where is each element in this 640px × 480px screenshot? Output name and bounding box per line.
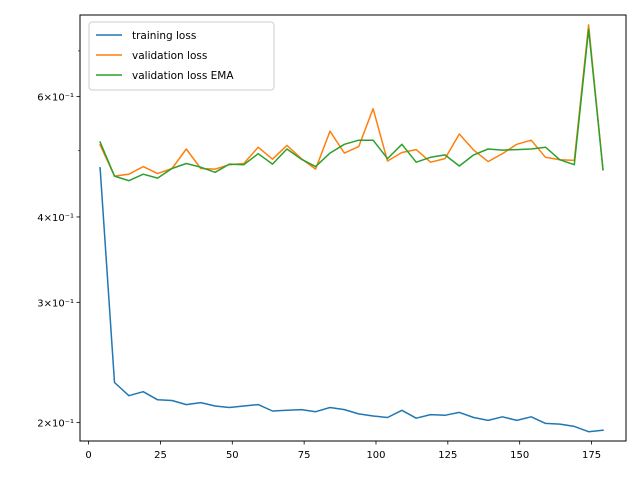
legend-label-2: validation loss EMA xyxy=(132,70,234,82)
plot-lines xyxy=(99,24,604,433)
legend-box xyxy=(88,21,275,91)
y-tick-label: 6×10⁻¹ xyxy=(37,93,74,104)
plot-frame xyxy=(79,14,627,442)
series-line-1 xyxy=(99,24,604,177)
series-line-2 xyxy=(99,28,604,182)
y-tick-label: 4×10⁻¹ xyxy=(37,213,74,224)
x-tick-label: 25 xyxy=(154,450,167,461)
x-tick-label: 175 xyxy=(582,450,601,461)
legend: training loss validation loss validation l… xyxy=(88,21,275,91)
x-tick-label: 150 xyxy=(510,450,529,461)
x-tick-label: 50 xyxy=(226,450,239,461)
legend-label-1: validation loss xyxy=(132,50,207,62)
x-tick-label: 75 xyxy=(298,450,311,461)
x-axis: 0 25 50 75 100 125 150 175 xyxy=(85,441,601,461)
legend-label-0: training loss xyxy=(132,30,196,42)
series-line-0 xyxy=(99,167,604,433)
x-tick-label: 125 xyxy=(438,450,457,461)
y-tick-label: 2×10⁻¹ xyxy=(37,419,74,430)
x-tick-label: 0 xyxy=(85,450,91,461)
x-tick-label: 100 xyxy=(366,450,385,461)
y-tick-label: 3×10⁻¹ xyxy=(37,298,74,309)
